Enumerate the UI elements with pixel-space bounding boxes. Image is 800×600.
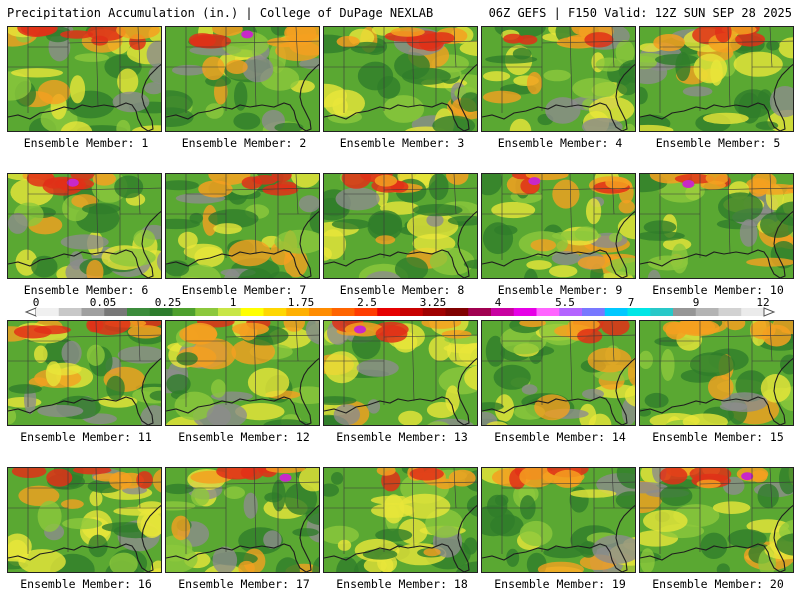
colorbar-swatch	[81, 308, 105, 316]
colorbar-swatch	[377, 308, 401, 316]
ensemble-map-panel	[7, 467, 162, 573]
colorbar-swatch	[36, 308, 60, 316]
colorbar-tick-label: 0.05	[90, 296, 117, 309]
ensemble-member-label: Ensemble Member: 18	[336, 577, 468, 591]
ensemble-map-panel	[481, 26, 636, 132]
ensemble-map-panel	[165, 26, 320, 132]
colorbar-tick-label: 0	[33, 296, 40, 309]
ensemble-member-label: Ensemble Member: 11	[20, 430, 152, 444]
ensemble-member-label: Ensemble Member: 17	[178, 577, 310, 591]
colorbar-swatch	[58, 308, 82, 316]
ensemble-member-label: Ensemble Member: 5	[655, 136, 781, 150]
ensemble-map-panel	[323, 467, 478, 573]
colorbar-tick-label: 1.75	[288, 296, 315, 309]
ensemble-map-panel	[165, 467, 320, 573]
colorbar-swatch	[536, 308, 560, 316]
colorbar-right-arrow	[763, 307, 776, 317]
colorbar-swatch	[104, 308, 128, 316]
ensemble-map-panel	[165, 320, 320, 426]
colorbar-swatch	[513, 308, 537, 316]
colorbar-tick-label: 7	[628, 296, 635, 309]
ensemble-map-panel	[323, 26, 478, 132]
colorbar-swatch	[309, 308, 333, 316]
ensemble-member-label: Ensemble Member: 19	[494, 577, 626, 591]
ensemble-map-panel	[323, 173, 478, 279]
ensemble-member-label: Ensemble Member: 3	[339, 136, 465, 150]
colorbar-tick-label: 0.25	[155, 296, 182, 309]
ensemble-member-label: Ensemble Member: 10	[652, 283, 784, 297]
ensemble-member-label: Ensemble Member: 1	[23, 136, 149, 150]
ensemble-map-panel	[481, 467, 636, 573]
colorbar-swatch	[240, 308, 264, 316]
ensemble-member-label: Ensemble Member: 9	[497, 283, 623, 297]
ensemble-map-panel	[7, 320, 162, 426]
colorbar-swatch	[491, 308, 515, 316]
colorbar-swatch	[195, 308, 219, 316]
ensemble-member-label: Ensemble Member: 12	[178, 430, 310, 444]
header-title: Precipitation Accumulation (in.) | Colle…	[7, 6, 434, 20]
ensemble-map-panel	[7, 173, 162, 279]
colorbar-swatch	[604, 308, 628, 316]
colorbar-tick-label: 3.25	[420, 296, 447, 309]
ensemble-map-panel	[323, 320, 478, 426]
ensemble-map-panel	[639, 320, 794, 426]
colorbar: 0 0.05 0.25 1 1.75 2.5 3.25 4 5.5 7 9 12	[0, 296, 800, 318]
ensemble-member-label: Ensemble Member: 20	[652, 577, 784, 591]
ensemble-map-panel	[481, 320, 636, 426]
ensemble-map-panel	[7, 26, 162, 132]
header-run-info: 06Z GEFS | F150 Valid: 12Z SUN SEP 28 20…	[488, 6, 792, 20]
colorbar-swatch	[627, 308, 651, 316]
ensemble-member-label: Ensemble Member: 13	[336, 430, 468, 444]
ensemble-member-label: Ensemble Member: 16	[20, 577, 152, 591]
colorbar-swatch	[559, 308, 583, 316]
ensemble-member-label: Ensemble Member: 8	[339, 283, 465, 297]
colorbar-swatch	[354, 308, 378, 316]
ensemble-map-panel	[165, 173, 320, 279]
colorbar-swatch	[422, 308, 446, 316]
colorbar-tick-label: 12	[756, 296, 769, 309]
colorbar-swatch	[331, 308, 355, 316]
ensemble-member-label: Ensemble Member: 2	[181, 136, 307, 150]
colorbar-tick-label: 5.5	[555, 296, 575, 309]
colorbar-swatch	[286, 308, 310, 316]
ensemble-member-label: Ensemble Member: 7	[181, 283, 307, 297]
ensemble-member-label: Ensemble Member: 6	[23, 283, 149, 297]
ensemble-member-label: Ensemble Member: 14	[494, 430, 626, 444]
colorbar-swatch	[172, 308, 196, 316]
ensemble-map-panel	[639, 173, 794, 279]
ensemble-map-panel	[481, 173, 636, 279]
colorbar-tick-label: 1	[230, 296, 237, 309]
colorbar-swatch	[400, 308, 424, 316]
colorbar-swatch	[218, 308, 242, 316]
colorbar-swatch	[445, 308, 469, 316]
ensemble-member-label: Ensemble Member: 4	[497, 136, 623, 150]
colorbar-swatch	[695, 308, 719, 316]
colorbar-left-arrow	[24, 307, 37, 317]
colorbar-tick-label: 2.5	[357, 296, 377, 309]
colorbar-swatch	[718, 308, 742, 316]
colorbar-swatch	[263, 308, 287, 316]
colorbar-swatch	[468, 308, 492, 316]
colorbar-swatch	[127, 308, 151, 316]
colorbar-swatch	[673, 308, 697, 316]
ensemble-member-label: Ensemble Member: 15	[652, 430, 784, 444]
ensemble-map-panel	[639, 26, 794, 132]
colorbar-tick-label: 4	[495, 296, 502, 309]
colorbar-swatch	[582, 308, 606, 316]
colorbar-tick-label: 9	[693, 296, 700, 309]
ensemble-map-panel	[639, 467, 794, 573]
colorbar-swatch	[650, 308, 674, 316]
colorbar-swatch	[149, 308, 173, 316]
colorbar-swatch	[741, 308, 765, 316]
